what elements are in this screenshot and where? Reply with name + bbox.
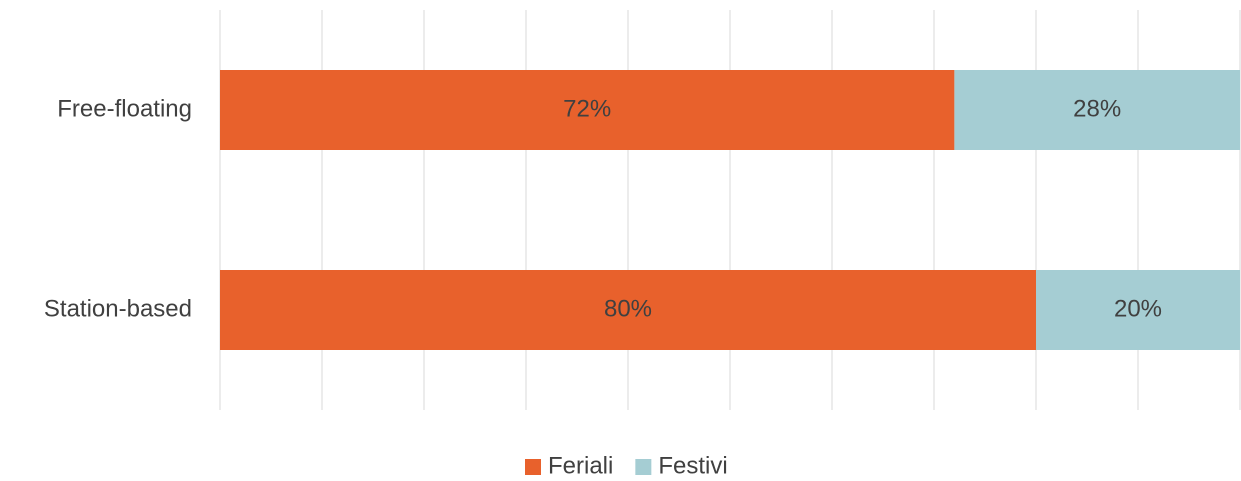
bar-segment xyxy=(220,70,955,150)
data-label: 20% xyxy=(1114,295,1162,322)
bar-segment xyxy=(954,70,1240,150)
legend-swatch xyxy=(525,459,541,475)
data-label: 28% xyxy=(1073,95,1121,122)
bar-segment xyxy=(220,270,1036,350)
category-label: Free-floating xyxy=(57,95,192,122)
data-label: 72% xyxy=(563,95,611,122)
legend-swatch xyxy=(635,459,652,475)
legend-label: Feriali xyxy=(548,452,613,479)
data-label: 80% xyxy=(604,295,652,322)
category-label: Station-based xyxy=(44,295,192,322)
bar-segment xyxy=(1036,270,1240,350)
legend-label: Festivi xyxy=(658,452,727,479)
